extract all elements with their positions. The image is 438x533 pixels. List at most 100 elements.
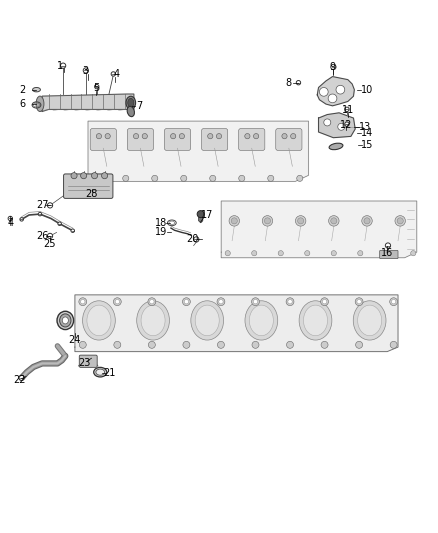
Circle shape: [194, 237, 199, 242]
FancyBboxPatch shape: [90, 128, 117, 150]
Circle shape: [253, 300, 258, 304]
Circle shape: [385, 243, 391, 248]
Text: 9: 9: [329, 61, 336, 71]
FancyBboxPatch shape: [239, 128, 265, 150]
Circle shape: [170, 134, 176, 139]
Text: 4: 4: [7, 218, 14, 228]
Circle shape: [252, 341, 259, 349]
Circle shape: [321, 298, 328, 305]
Ellipse shape: [191, 301, 223, 340]
Circle shape: [251, 298, 259, 305]
Circle shape: [328, 216, 339, 226]
Circle shape: [297, 175, 303, 181]
Circle shape: [92, 173, 98, 179]
Circle shape: [83, 68, 88, 73]
Circle shape: [265, 218, 271, 224]
Circle shape: [152, 175, 158, 181]
Circle shape: [47, 203, 53, 208]
Circle shape: [305, 251, 310, 256]
Circle shape: [336, 85, 345, 94]
Circle shape: [123, 175, 129, 181]
Text: 26: 26: [36, 231, 48, 241]
Circle shape: [219, 300, 223, 304]
Circle shape: [60, 63, 66, 68]
Circle shape: [295, 216, 306, 226]
Circle shape: [20, 217, 23, 221]
Text: 25: 25: [43, 239, 56, 249]
Text: 28: 28: [85, 189, 98, 199]
Ellipse shape: [60, 314, 71, 327]
Ellipse shape: [87, 305, 111, 336]
Polygon shape: [75, 295, 398, 352]
FancyBboxPatch shape: [164, 128, 191, 150]
Circle shape: [296, 80, 300, 85]
Circle shape: [356, 341, 363, 349]
Circle shape: [105, 134, 110, 139]
Text: 1: 1: [57, 61, 63, 71]
Circle shape: [58, 222, 61, 225]
Text: 24: 24: [69, 335, 81, 345]
Circle shape: [362, 216, 372, 226]
Circle shape: [278, 251, 283, 256]
Circle shape: [338, 123, 345, 130]
Ellipse shape: [137, 301, 170, 340]
Circle shape: [114, 341, 121, 349]
Circle shape: [331, 218, 337, 224]
Circle shape: [148, 298, 156, 305]
Circle shape: [395, 216, 406, 226]
Text: 20: 20: [187, 235, 199, 245]
Circle shape: [115, 300, 120, 304]
Circle shape: [79, 341, 86, 349]
Circle shape: [225, 251, 230, 256]
Text: 11: 11: [342, 105, 354, 115]
Circle shape: [288, 300, 292, 304]
Ellipse shape: [82, 301, 115, 340]
Circle shape: [322, 300, 327, 304]
Text: 22: 22: [13, 375, 25, 385]
FancyBboxPatch shape: [276, 128, 302, 150]
Circle shape: [345, 122, 349, 126]
Circle shape: [81, 173, 87, 179]
Circle shape: [392, 300, 396, 304]
Polygon shape: [318, 113, 355, 138]
Circle shape: [183, 341, 190, 349]
Circle shape: [210, 175, 216, 181]
Circle shape: [217, 298, 225, 305]
Circle shape: [81, 300, 85, 304]
Circle shape: [328, 94, 337, 103]
Circle shape: [331, 64, 336, 70]
Circle shape: [397, 218, 403, 224]
Text: 12: 12: [340, 119, 353, 130]
Text: 27: 27: [36, 200, 49, 211]
Ellipse shape: [32, 87, 40, 92]
Ellipse shape: [94, 367, 107, 377]
Circle shape: [183, 298, 191, 305]
Circle shape: [216, 134, 222, 139]
Circle shape: [102, 173, 108, 179]
Circle shape: [148, 341, 155, 349]
Circle shape: [111, 72, 116, 76]
Circle shape: [324, 119, 331, 126]
Circle shape: [254, 134, 259, 139]
Circle shape: [94, 175, 100, 181]
Text: 17: 17: [201, 210, 213, 220]
Polygon shape: [88, 121, 308, 181]
Ellipse shape: [304, 305, 328, 336]
Ellipse shape: [126, 96, 136, 109]
Polygon shape: [198, 215, 203, 223]
Ellipse shape: [128, 99, 134, 107]
Circle shape: [321, 341, 328, 349]
Text: 5: 5: [93, 83, 99, 93]
Ellipse shape: [329, 143, 343, 150]
Ellipse shape: [249, 305, 273, 336]
Circle shape: [390, 298, 398, 305]
Circle shape: [19, 375, 24, 381]
Circle shape: [208, 134, 213, 139]
Circle shape: [319, 87, 328, 96]
Ellipse shape: [195, 305, 219, 336]
Text: 10: 10: [361, 85, 374, 95]
FancyBboxPatch shape: [127, 128, 153, 150]
Text: 18: 18: [155, 218, 167, 228]
Ellipse shape: [57, 311, 74, 329]
Circle shape: [217, 341, 224, 349]
